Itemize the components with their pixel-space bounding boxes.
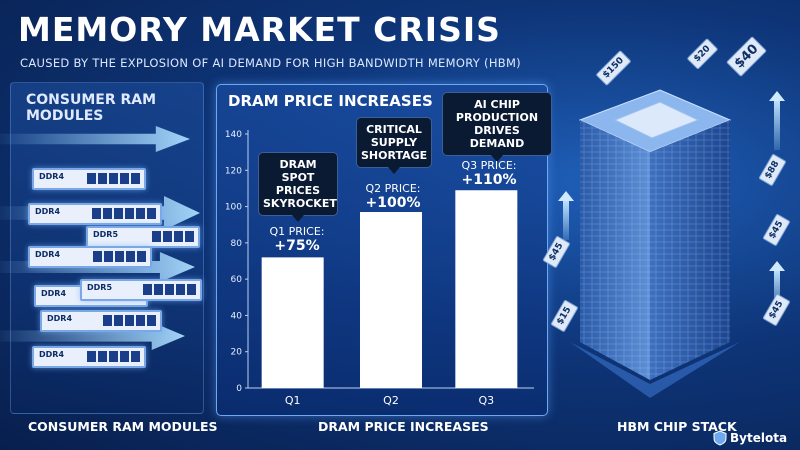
y-tick-label: 60 xyxy=(231,275,243,285)
x-tick-label: Q1 xyxy=(285,394,301,407)
price-label-q3: Q3 PRICE: +110% xyxy=(452,159,526,187)
price-label-q1: Q1 PRICE: +75% xyxy=(262,225,332,253)
y-tick-label: 80 xyxy=(231,239,243,249)
consumer-ram-caption: CONSUMER RAM MODULES xyxy=(28,419,218,434)
ram-module: DDR5 xyxy=(86,226,200,248)
callout-q3: AI CHIP PRODUCTION DRIVES DEMAND xyxy=(442,92,552,162)
y-tick-label: 140 xyxy=(225,130,242,140)
ram-module: DDR4 xyxy=(32,168,146,190)
y-tick-label: 100 xyxy=(225,203,242,213)
callout-q2: CRITICAL SUPPLY SHORTAGE xyxy=(356,117,432,174)
ram-module: DDR4 xyxy=(32,346,146,368)
price-label-text: Q1 PRICE: xyxy=(269,225,325,238)
ram-module: DDR4 xyxy=(40,310,162,332)
ram-module-label: DDR4 xyxy=(35,250,61,259)
x-tick-label: Q2 xyxy=(383,394,399,407)
up-arrow-icon xyxy=(769,91,785,150)
bar-q2 xyxy=(360,212,422,388)
hbm-chip-stack-icon xyxy=(570,89,740,398)
ram-module-label: DDR4 xyxy=(39,172,65,181)
chart-caption: DRAM PRICE INCREASES xyxy=(318,419,489,434)
bar-chart: 0 20 40 60 80 100 120 140 Q1 Q2 Q3 xyxy=(225,130,534,407)
ram-module-label: DDR5 xyxy=(93,230,119,239)
ram-module: DDR4 xyxy=(28,203,162,225)
price-label-q2: Q2 PRICE: +100% xyxy=(356,182,430,210)
ram-module-label: DDR4 xyxy=(41,289,67,298)
price-label-value: +100% xyxy=(365,195,421,211)
ram-module: DDR5 xyxy=(80,279,202,301)
y-tick-label: 120 xyxy=(225,166,242,176)
price-label-value: +110% xyxy=(461,172,517,188)
callout-q1: DRAM SPOT PRICES SKYROCKET xyxy=(258,152,338,222)
hbm-caption: HBM CHIP STACK xyxy=(617,419,737,434)
up-arrow-icon xyxy=(769,261,785,310)
y-tick-label: 40 xyxy=(231,311,243,321)
bar-q1 xyxy=(261,257,324,388)
y-tick-label: 0 xyxy=(236,384,242,394)
price-label-value: +75% xyxy=(274,238,320,254)
brand-name: Bytelota xyxy=(730,431,788,445)
page-subtitle: CAUSED BY THE EXPLOSION OF AI DEMAND FOR… xyxy=(20,56,521,70)
price-tag: $40 xyxy=(726,35,768,78)
consumer-ram-heading: CONSUMER RAM MODULES xyxy=(26,92,157,124)
price-label-text: Q3 PRICE: xyxy=(461,159,517,172)
ram-module-label: DDR4 xyxy=(35,207,61,216)
bar-q3 xyxy=(455,190,518,388)
ram-module-label: DDR4 xyxy=(47,314,73,323)
shield-logo-icon xyxy=(713,430,727,446)
page-title: MEMORY MARKET CRISIS xyxy=(18,10,501,49)
chart-heading: DRAM PRICE INCREASES xyxy=(228,92,433,110)
ram-module-label: DDR4 xyxy=(39,350,65,359)
ram-module-label: DDR5 xyxy=(87,283,113,292)
price-label-text: Q2 PRICE: xyxy=(365,182,421,195)
price-tag: $20 xyxy=(686,38,719,70)
y-tick-label: 20 xyxy=(231,348,243,358)
x-tick-label: Q3 xyxy=(478,394,494,407)
up-arrow-icon xyxy=(558,191,574,240)
ram-module: DDR4 xyxy=(28,246,152,268)
